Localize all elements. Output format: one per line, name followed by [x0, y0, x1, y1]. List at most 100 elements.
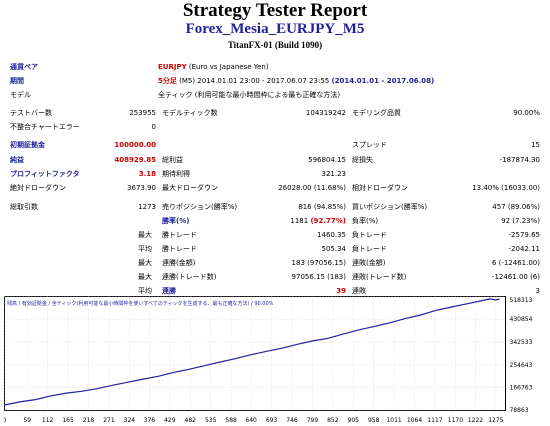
total-trades-value: 1273	[138, 203, 156, 211]
model-value: 全ティック (利用可能な最小時間枠による最も正確な方法)	[158, 91, 341, 99]
profit-factor-label: プロフィットファクタ	[10, 170, 80, 178]
gross-profit-value: 596804.15	[308, 156, 346, 164]
report-subtitle: Forex_Mesia_EURJPY_M5	[185, 21, 365, 37]
x-tick-label: 640	[245, 417, 257, 424]
mismatch-label: 不整合チャートエラー	[10, 123, 80, 131]
x-tick-label: 218	[83, 417, 95, 424]
max-cons-loss-label: 連敗(トレード数)	[352, 273, 407, 281]
pair-value: EURJPY (Euro vs Japanese Yen)	[158, 62, 269, 72]
avg-cons-losses-value: 3	[535, 287, 540, 295]
x-tick-label: 1170	[448, 417, 463, 424]
x-tick-label: 0	[4, 417, 7, 424]
x-tick-label: 59	[23, 417, 31, 424]
max-cons-wins-value: 183 (97056.15)	[291, 259, 346, 267]
spread-label: スプレッド	[352, 141, 387, 149]
expected-payoff-value: 321.23	[321, 170, 347, 178]
long-positions-value: 457 (89.06%)	[492, 203, 540, 211]
x-tick-label: 271	[103, 417, 115, 424]
largest-loss-label: 負トレード	[352, 231, 387, 239]
max-cons-losses-value: 6 (-12461.00)	[491, 259, 540, 267]
long-positions-label: 買いポジション(勝率%)	[352, 203, 428, 211]
chart-legend: 残高 / 有効証拠金 / 全ティック(利用可能な最小時間枠を使いすべてのティック…	[7, 300, 274, 307]
max-cons-profit-value: 97056.15 (183)	[291, 273, 346, 281]
x-tick-label: 1117	[427, 417, 442, 424]
model-quality-label: モデリング品質	[352, 109, 401, 117]
model-ticks-label: モデルティック数	[162, 109, 218, 117]
y-tick-label: 342533	[510, 339, 533, 346]
avg-cons-wins-label: 連勝	[162, 287, 176, 295]
x-tick-label: 1222	[468, 417, 483, 424]
net-profit-label: 純益	[10, 156, 24, 164]
test-bars-value: 253955	[129, 109, 156, 117]
win-pct: (92.77%)	[310, 217, 346, 225]
period-tf: 5分足	[158, 77, 177, 85]
x-tick-label: 799	[307, 417, 319, 424]
model-quality-value: 90.00%	[513, 109, 540, 117]
x-tick-label: 429	[164, 417, 176, 424]
avg-win-value: 505.34	[321, 245, 347, 253]
x-tick-label: 376	[144, 417, 156, 424]
short-positions-label: 売りポジション(勝率%)	[162, 203, 238, 211]
rel-drawdown-value: 13.40% (16033.00)	[472, 184, 540, 192]
x-tick-label: 1064	[407, 417, 422, 424]
build-info: TitanFX-01 (Build 1090)	[227, 40, 323, 50]
period-range: (M5) 2014.01.01 23:00 - 2017.06.07 23:55	[179, 77, 330, 85]
x-tick-label: 693	[266, 417, 278, 424]
win-rate-label: 勝率(%)	[162, 217, 190, 225]
x-tick-label: 852	[327, 417, 339, 424]
avg-cons-label: 平均	[138, 287, 152, 295]
x-tick-label: 1011	[386, 417, 401, 424]
x-tick-label: 905	[348, 417, 360, 424]
profit-factor-value: 3.18	[138, 170, 156, 178]
expected-payoff-label: 期待利得	[162, 170, 190, 178]
gross-loss-value: -187874.30	[499, 156, 540, 164]
y-tick-label: 518313	[510, 297, 533, 304]
x-tick-label: 324	[124, 417, 136, 424]
loss-rate-label: 負率(%)	[352, 217, 379, 225]
mismatch-value: 0	[151, 123, 156, 131]
x-tick-label: 482	[185, 417, 197, 424]
period-value: 5分足 (M5) 2014.01.01 23:00 - 2017.06.07 2…	[158, 76, 434, 86]
gross-profit-label: 総利益	[162, 156, 183, 164]
max-cons-loss-value: -12461.00 (6)	[491, 273, 540, 281]
net-profit-value: 408929.85	[114, 156, 156, 164]
max-cons-wins-label: 連勝(金額)	[162, 259, 196, 267]
max-cons-label: 最大	[138, 259, 152, 267]
report-title: Strategy Tester Report	[182, 0, 368, 21]
max-drawdown-value: 26028.00 (11.68%)	[278, 184, 346, 192]
pair-name: (Euro vs Japanese Yen)	[188, 63, 269, 71]
initial-deposit-value: 100000.00	[114, 141, 156, 149]
x-tick-label: 746	[286, 417, 298, 424]
initial-deposit-label: 初期証拠金	[10, 141, 45, 149]
avg-loss-label: 負トレード	[352, 245, 387, 253]
max-cons-losses-label: 連敗(金額)	[352, 259, 386, 267]
pair-code: EURJPY	[158, 63, 187, 71]
y-tick-label: 254643	[510, 362, 533, 369]
loss-rate-value: 92 (7.23%)	[501, 217, 540, 225]
x-tick-label: 535	[205, 417, 217, 424]
average-label: 平均	[138, 245, 152, 253]
avg-loss-value: -2042.11	[508, 245, 540, 253]
max-cons-profit-label: 連勝(トレード数)	[162, 273, 217, 281]
avg-win-label: 勝トレード	[162, 245, 197, 253]
spread-value: 15	[531, 141, 540, 149]
avg-cons-wins-value: 39	[336, 287, 346, 295]
model-label: モデル	[10, 91, 31, 99]
x-tick-label: 1275	[488, 417, 503, 424]
y-tick-label: 430854	[510, 316, 533, 323]
model-ticks-value: 104319242	[305, 109, 346, 117]
x-tick-label: 588	[225, 417, 237, 424]
x-tick-label: 958	[368, 417, 380, 424]
balance-series-line	[4, 298, 500, 406]
y-tick-label: 78863	[510, 407, 529, 414]
short-positions-value: 816 (94.85%)	[298, 203, 346, 211]
largest-win-value: 1460.35	[317, 231, 346, 239]
period-dates: (2014.01.01 - 2017.06.08)	[331, 77, 435, 85]
win-count: 1181	[290, 217, 309, 225]
gross-loss-label: 総損失	[352, 156, 373, 164]
rel-drawdown-label: 相対ドローダウン	[352, 184, 408, 192]
abs-drawdown-value: 3673.90	[127, 184, 156, 192]
test-bars-label: テストバー数	[10, 109, 52, 117]
x-tick-label: 112	[42, 417, 54, 424]
y-tick-label: 166763	[510, 385, 533, 392]
